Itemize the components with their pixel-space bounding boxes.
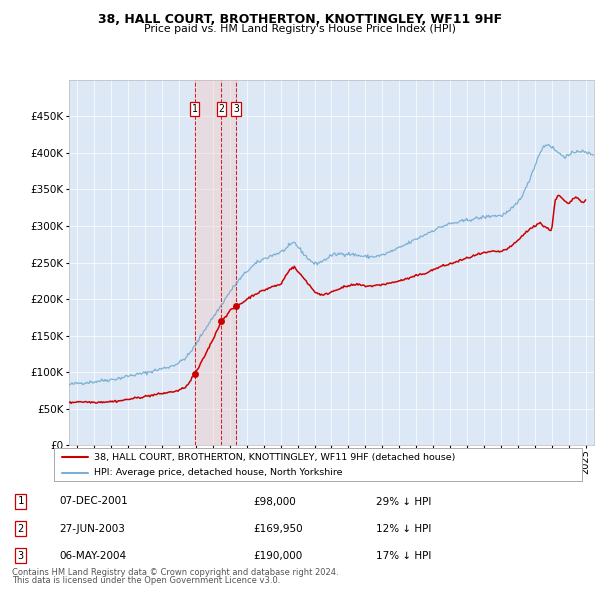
Text: Contains HM Land Registry data © Crown copyright and database right 2024.: Contains HM Land Registry data © Crown c… [12,568,338,577]
Text: £190,000: £190,000 [253,551,302,560]
Bar [194,80,236,445]
Text: 17% ↓ HPI: 17% ↓ HPI [376,551,432,560]
Text: £169,950: £169,950 [253,524,302,533]
Text: 27-JUN-2003: 27-JUN-2003 [59,524,125,533]
Text: Price paid vs. HM Land Registry's House Price Index (HPI): Price paid vs. HM Land Registry's House … [144,24,456,34]
Text: This data is licensed under the Open Government Licence v3.0.: This data is licensed under the Open Gov… [12,576,280,585]
Text: £98,000: £98,000 [253,497,296,506]
Text: 2: 2 [218,104,224,114]
Text: 3: 3 [17,551,24,560]
Text: HPI: Average price, detached house, North Yorkshire: HPI: Average price, detached house, Nort… [94,468,342,477]
Text: 1: 1 [17,497,24,506]
Text: 3: 3 [233,104,239,114]
Text: 12% ↓ HPI: 12% ↓ HPI [376,524,432,533]
Text: 07-DEC-2001: 07-DEC-2001 [59,497,128,506]
Text: 38, HALL COURT, BROTHERTON, KNOTTINGLEY, WF11 9HF (detached house): 38, HALL COURT, BROTHERTON, KNOTTINGLEY,… [94,453,455,462]
Text: 06-MAY-2004: 06-MAY-2004 [59,551,126,560]
Text: 2: 2 [17,524,24,533]
Text: 29% ↓ HPI: 29% ↓ HPI [376,497,432,506]
Text: 1: 1 [192,104,197,114]
Text: 38, HALL COURT, BROTHERTON, KNOTTINGLEY, WF11 9HF: 38, HALL COURT, BROTHERTON, KNOTTINGLEY,… [98,13,502,26]
